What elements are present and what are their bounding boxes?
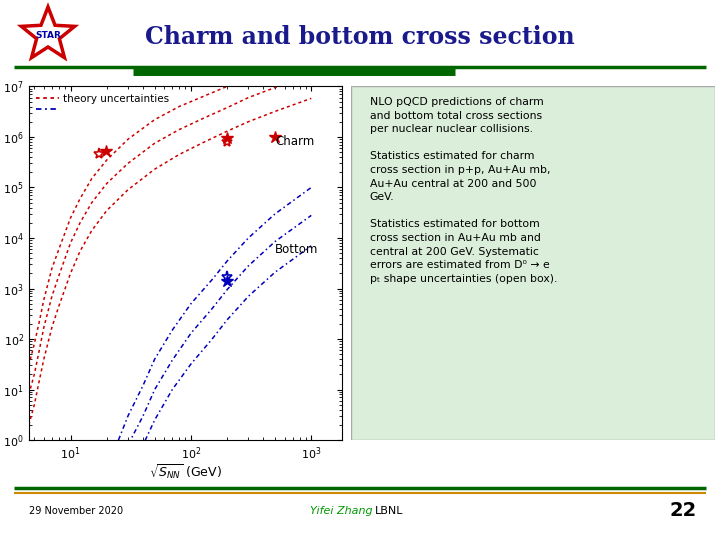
Text: Charm and bottom cross section: Charm and bottom cross section — [145, 25, 575, 49]
Text: 29 November 2020: 29 November 2020 — [29, 506, 123, 516]
Text: STAR: STAR — [35, 30, 61, 39]
X-axis label: $\sqrt{S_{NN}}$ (GeV): $\sqrt{S_{NN}}$ (GeV) — [149, 463, 222, 482]
Text: Yifei Zhang: Yifei Zhang — [310, 506, 373, 516]
Text: NLO pQCD predictions of charm
and bottom total cross sections
per nuclear nuclea: NLO pQCD predictions of charm and bottom… — [369, 97, 557, 284]
Text: LBNL: LBNL — [375, 506, 403, 516]
Text: Charm: Charm — [275, 136, 315, 148]
Y-axis label: Total Cross Section (nb): Total Cross Section (nb) — [0, 193, 1, 333]
Text: 22: 22 — [670, 502, 697, 521]
Text: Bottom: Bottom — [275, 242, 318, 256]
Legend: theory uncertainties, : theory uncertainties, — [34, 92, 171, 117]
FancyBboxPatch shape — [351, 86, 715, 440]
Polygon shape — [22, 7, 75, 58]
